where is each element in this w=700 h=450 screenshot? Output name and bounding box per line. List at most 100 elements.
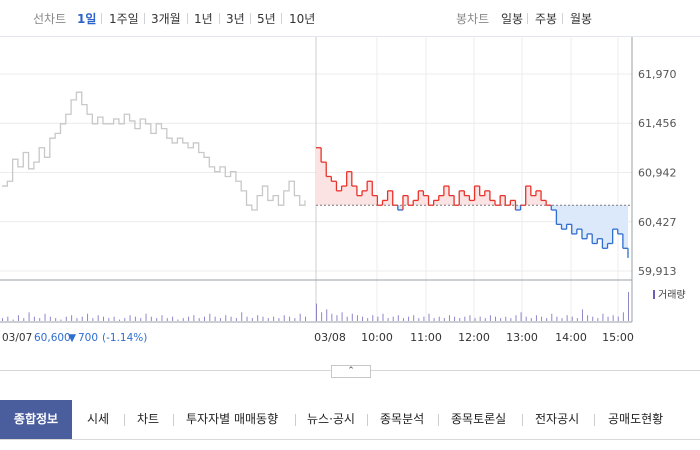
intraday-price-chart: 61,970 61,456 60,942 60,427 59,913 거래량 03/07… [0, 37, 686, 344]
volume-bar [377, 316, 379, 321]
price-lines [2, 91, 629, 258]
volume-bar [505, 316, 507, 321]
period-1week[interactable]: 1주일 [109, 12, 139, 26]
volume-bar [278, 318, 280, 321]
period-10year[interactable]: 10년 [289, 12, 316, 26]
volume-bar [489, 315, 491, 321]
volume-bar [33, 316, 35, 321]
volume-bar [592, 316, 594, 321]
volume-bar [469, 315, 471, 321]
price-tick-label: 59,913 [638, 265, 677, 278]
prev-change: 700 [78, 332, 98, 344]
time-tick-label: 12:00 [458, 331, 490, 344]
tab-quotes[interactable]: 시세 [87, 412, 110, 426]
separator [101, 13, 102, 24]
tab-analysis[interactable]: 종목분석 [380, 412, 425, 426]
volume-bar [129, 315, 131, 321]
volume-bar [622, 312, 624, 321]
volume-bar [140, 318, 142, 321]
period-1year[interactable]: 1년 [194, 12, 213, 26]
period-1day[interactable]: 1일 [77, 12, 97, 26]
volume-bar [346, 316, 348, 321]
previous-day-info: 03/07 60,600 ▼ 700 (-1.14%) [2, 332, 147, 344]
volume-bar [551, 313, 553, 321]
volume-bar [2, 318, 3, 321]
tab-overview[interactable]: 종합정보 [0, 400, 72, 439]
volume-bar [607, 316, 609, 321]
volume-bar [331, 313, 333, 321]
period-3month[interactable]: 3개월 [151, 12, 181, 26]
time-tick-label: 11:00 [410, 331, 442, 344]
tab-e-disclosure[interactable]: 전자공시 [535, 412, 580, 426]
separator [527, 13, 528, 24]
volume-bar [273, 316, 275, 321]
price-area-fills [316, 147, 628, 258]
previous-day-line [2, 91, 306, 211]
separator [594, 414, 595, 426]
volume-bar [546, 318, 548, 321]
chart-toolbar: 선차트 1일 1주일 3개월 1년 3년 5년 10년 봉차트 일봉 주봉 월봉 [0, 0, 700, 37]
separator [144, 13, 145, 24]
candle-monthly[interactable]: 월봉 [570, 12, 593, 26]
volume-legend: 거래량 [658, 289, 686, 301]
volume-bar [219, 318, 221, 321]
separator [438, 414, 439, 426]
volume-bar [459, 318, 461, 321]
volume-legend-swatch [653, 290, 655, 299]
volume-bar [44, 313, 46, 321]
volume-bar [484, 318, 486, 321]
candle-daily[interactable]: 일봉 [501, 12, 524, 26]
volume-bar [294, 318, 296, 321]
volume-bar [561, 318, 563, 321]
volume-bar [246, 316, 248, 321]
separator [124, 414, 125, 426]
prev-close: 60,600 [34, 332, 71, 344]
price-axis-ticks: 61,970 61,456 60,942 60,427 59,913 [638, 68, 677, 278]
volume-bar [525, 316, 527, 321]
volume-bar [87, 313, 89, 321]
volume-bar [241, 312, 243, 321]
period-3year[interactable]: 3년 [226, 12, 245, 26]
volume-bar [182, 318, 184, 321]
time-tick-label: 03/08 [314, 331, 346, 344]
volume-bar [520, 312, 522, 321]
down-area-fill [316, 205, 628, 258]
separator [367, 414, 368, 426]
tab-discussion[interactable]: 종목토론실 [451, 412, 507, 426]
volume-bar [351, 313, 353, 321]
time-tick-label: 13:00 [506, 331, 538, 344]
volume-bar [71, 315, 73, 321]
volume-bar [392, 316, 394, 321]
volume-bar [108, 318, 110, 321]
volume-bar [408, 316, 410, 321]
collapse-chart-button[interactable]: ⌃ [331, 365, 371, 378]
volume-bar [362, 316, 364, 321]
separator [250, 13, 251, 24]
volume-bar [341, 312, 343, 321]
volume-bar [367, 318, 369, 321]
volume-bar [418, 318, 420, 321]
separator [295, 414, 296, 426]
volume-bar [188, 316, 190, 321]
tab-news-disclosures[interactable]: 뉴스·공시 [307, 412, 355, 426]
volume-bar [397, 315, 399, 321]
tab-short-selling[interactable]: 공매도현황 [608, 412, 664, 426]
volume-bar [230, 316, 232, 321]
volume-bar [156, 318, 158, 321]
tab-investor-trends[interactable]: 투자자별 매매동향 [186, 412, 279, 426]
volume-bar [428, 313, 430, 321]
separator [281, 13, 282, 24]
volume-bar [225, 315, 227, 321]
volume-bar [515, 315, 517, 321]
volume-bars [2, 292, 629, 321]
volume-bar [305, 316, 306, 321]
volume-bar [134, 316, 136, 321]
volume-bar [628, 292, 629, 321]
volume-bar [576, 318, 578, 321]
volume-bar [257, 315, 259, 321]
volume-bar [602, 313, 604, 321]
separator [522, 414, 523, 426]
candle-weekly[interactable]: 주봉 [535, 12, 558, 26]
period-5year[interactable]: 5년 [257, 12, 276, 26]
tab-chart[interactable]: 차트 [137, 412, 160, 426]
